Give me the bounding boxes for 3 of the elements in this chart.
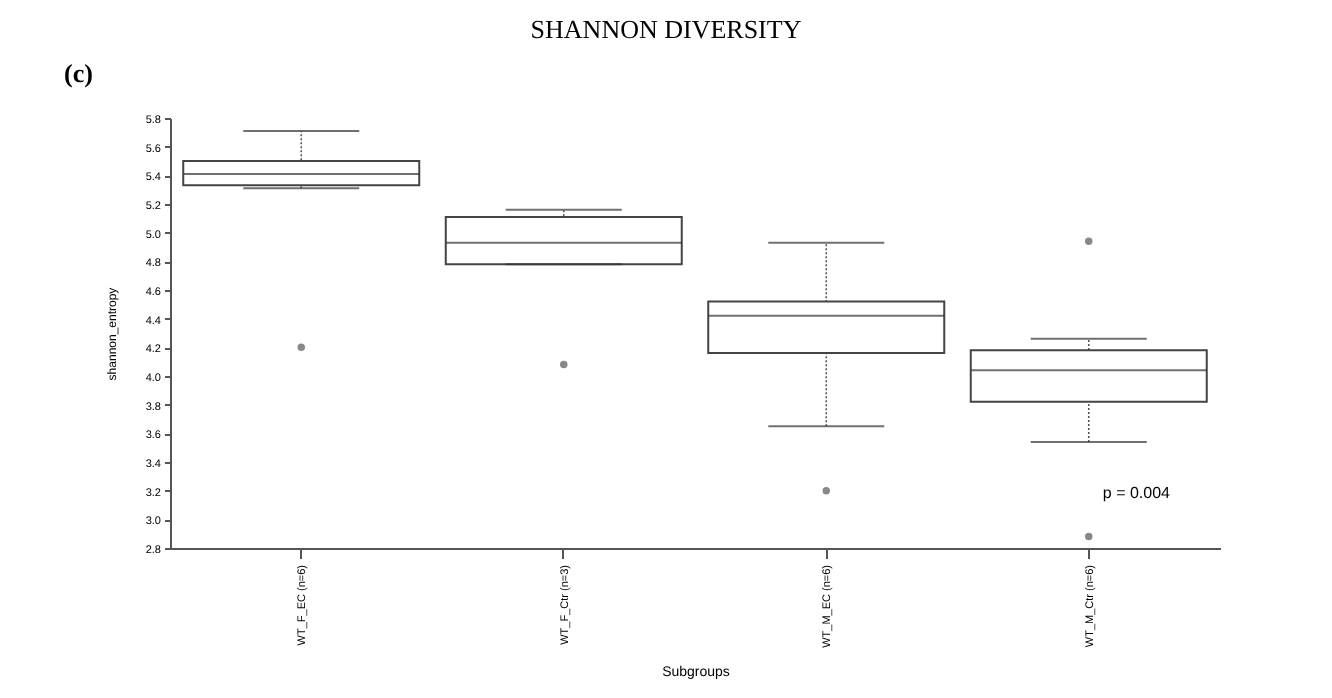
annotation: p = 0.004 — [1102, 484, 1172, 502]
text: (c) — [64, 58, 93, 88]
chart-title: SHANNON DIVERSITY — [530, 14, 803, 44]
